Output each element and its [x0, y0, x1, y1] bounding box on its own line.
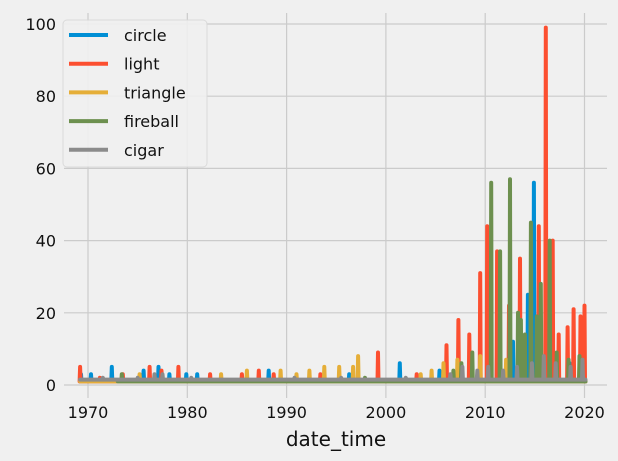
x-tick-label: 1980: [167, 403, 208, 422]
grid-lines: [64, 13, 607, 398]
legend-label-cigar: cigar: [124, 141, 164, 160]
y-tick-label: 100: [25, 15, 56, 34]
y-tick-label: 0: [46, 376, 56, 395]
legend-label-triangle: triangle: [124, 83, 186, 102]
y-tick-label: 80: [36, 87, 56, 106]
legend-label-light: light: [124, 55, 159, 74]
legend-box: [62, 19, 208, 168]
y-tick-label: 60: [36, 159, 56, 178]
series-lines: [77, 25, 588, 384]
x-axis-ticks: 1970 1980 1990 2000 2010 2020: [68, 403, 605, 422]
x-tick-label: 1970: [68, 403, 109, 422]
x-tick-label: 1990: [266, 403, 307, 422]
y-axis-ticks: 0 20 40 60 80 100: [25, 15, 56, 395]
legend-label-fireball: fireball: [124, 112, 179, 131]
x-axis-label: date_time: [286, 427, 386, 451]
series-line-cigar: [78, 354, 588, 382]
legend-label-circle: circle: [124, 26, 167, 45]
x-tick-label: 2000: [366, 403, 407, 422]
x-tick-label: 2010: [465, 403, 506, 422]
y-tick-label: 40: [36, 232, 56, 251]
x-tick-label: 2020: [564, 403, 605, 422]
y-tick-label: 20: [36, 304, 56, 323]
legend: circle light triangle fireball cigar: [62, 19, 208, 168]
